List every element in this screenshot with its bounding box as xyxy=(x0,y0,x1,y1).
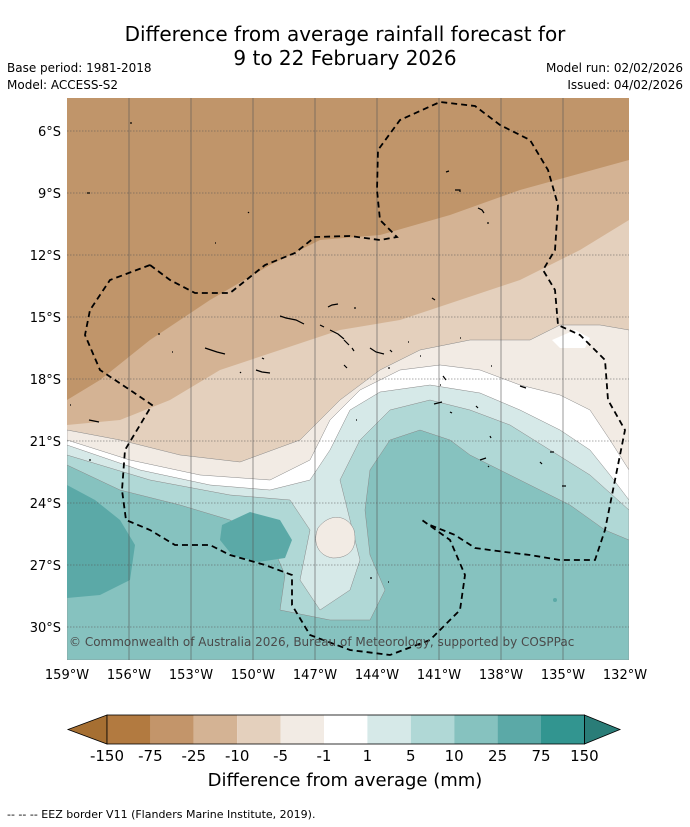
meta-right: Model run: 02/02/2026 Issued: 04/02/2026 xyxy=(546,60,683,94)
colorbar-tick-label: -5 xyxy=(273,747,288,765)
colorbar-title: Difference from average (mm) xyxy=(207,770,483,791)
lon-tick-label: 138°W xyxy=(479,668,523,683)
model-run: Model run: 02/02/2026 xyxy=(545,61,683,75)
colorbar-extend-low xyxy=(66,714,108,745)
lat-tick-label: 12°S xyxy=(30,249,61,264)
colorbar-tick-label: 25 xyxy=(488,747,507,765)
colorbar-segment xyxy=(193,715,238,744)
latitude-ticks: 6°S 9°S 12°S 15°S 18°S 21°S 24°S 27°S 30°S xyxy=(30,125,61,636)
island-dot xyxy=(553,598,557,602)
islands xyxy=(70,122,566,583)
lon-tick-label: 147°W xyxy=(293,668,337,683)
lat-tick-label: 24°S xyxy=(30,497,61,512)
lat-tick-label: 6°S xyxy=(38,125,61,140)
colorbar-extend-high xyxy=(584,714,622,745)
colorbar-frame xyxy=(106,714,585,745)
colorbar-segment xyxy=(367,715,411,744)
colorbar-tick-label: 75 xyxy=(531,747,550,765)
map-title: Difference from average rainfall forecas… xyxy=(0,22,690,70)
colorbar-segment xyxy=(410,715,455,744)
title-line-1: Difference from average rainfall forecas… xyxy=(124,22,566,46)
eez-border xyxy=(84,101,626,656)
colorbar-segment xyxy=(454,715,498,744)
model-name: Model: ACCESS-S2 xyxy=(7,78,119,92)
lon-tick-label: 135°W xyxy=(541,668,585,683)
lon-tick-label: 144°W xyxy=(355,668,399,683)
contour-very-wet xyxy=(67,485,135,598)
colorbar-tick-label: -10 xyxy=(225,747,250,765)
copyright-notice: © Commonwealth of Australia 2026, Bureau… xyxy=(69,635,574,649)
lat-tick-label: 30°S xyxy=(30,621,61,636)
contour-very-wet xyxy=(220,512,292,562)
longitude-ticks: 159°W 156°W 153°W 150°W 147°W 144°W 141°W 138°W… xyxy=(45,668,647,683)
colorbar-segment xyxy=(107,715,151,744)
colorbar-tick-label: 1 xyxy=(363,747,373,765)
meta-left: Base period: 1981-2018 Model: ACCESS-S2 xyxy=(7,60,152,94)
issued-date: Issued: 04/02/2026 xyxy=(567,78,683,92)
colorbar-tick-label: -150 xyxy=(90,747,124,765)
lat-tick-label: 21°S xyxy=(30,435,61,450)
colorbar-segment xyxy=(280,715,324,744)
lon-tick-label: 159°W xyxy=(45,668,89,683)
lon-tick-label: 150°W xyxy=(231,668,275,683)
colorbar-segment xyxy=(324,715,368,744)
colorbar-segment xyxy=(237,715,281,744)
lon-tick-label: 153°W xyxy=(169,668,213,683)
colorbar-segment xyxy=(150,715,194,744)
colorbar-tick-label: 5 xyxy=(406,747,416,765)
lat-tick-label: 27°S xyxy=(30,559,61,574)
base-period: Base period: 1981-2018 xyxy=(7,61,152,75)
colorbar-segment xyxy=(541,715,585,744)
gridlines xyxy=(67,98,629,660)
lat-tick-label: 18°S xyxy=(30,373,61,388)
colorbar-tick-label: 10 xyxy=(445,747,464,765)
colorbar-segment xyxy=(497,715,541,744)
colorbar-tick-label: -25 xyxy=(182,747,207,765)
lon-tick-label: 141°W xyxy=(417,668,461,683)
colorbar-tick-label: -75 xyxy=(138,747,163,765)
title-line-2: 9 to 22 February 2026 xyxy=(233,46,457,70)
lon-tick-label: 132°W xyxy=(603,668,647,683)
colorbar: -150 -75 -25 -10 -5 -1 1 5 10 25 75 150 xyxy=(66,714,622,765)
lat-tick-label: 9°S xyxy=(38,187,61,202)
eez-footnote: -- -- -- EEZ border V11 (Flanders Marine… xyxy=(7,808,316,821)
lon-tick-label: 156°W xyxy=(107,668,151,683)
colorbar-tick-label: 150 xyxy=(570,747,599,765)
lat-tick-label: 15°S xyxy=(30,311,61,326)
colorbar-tick-label: -1 xyxy=(317,747,332,765)
contour-near-dry-pocket xyxy=(315,517,356,559)
